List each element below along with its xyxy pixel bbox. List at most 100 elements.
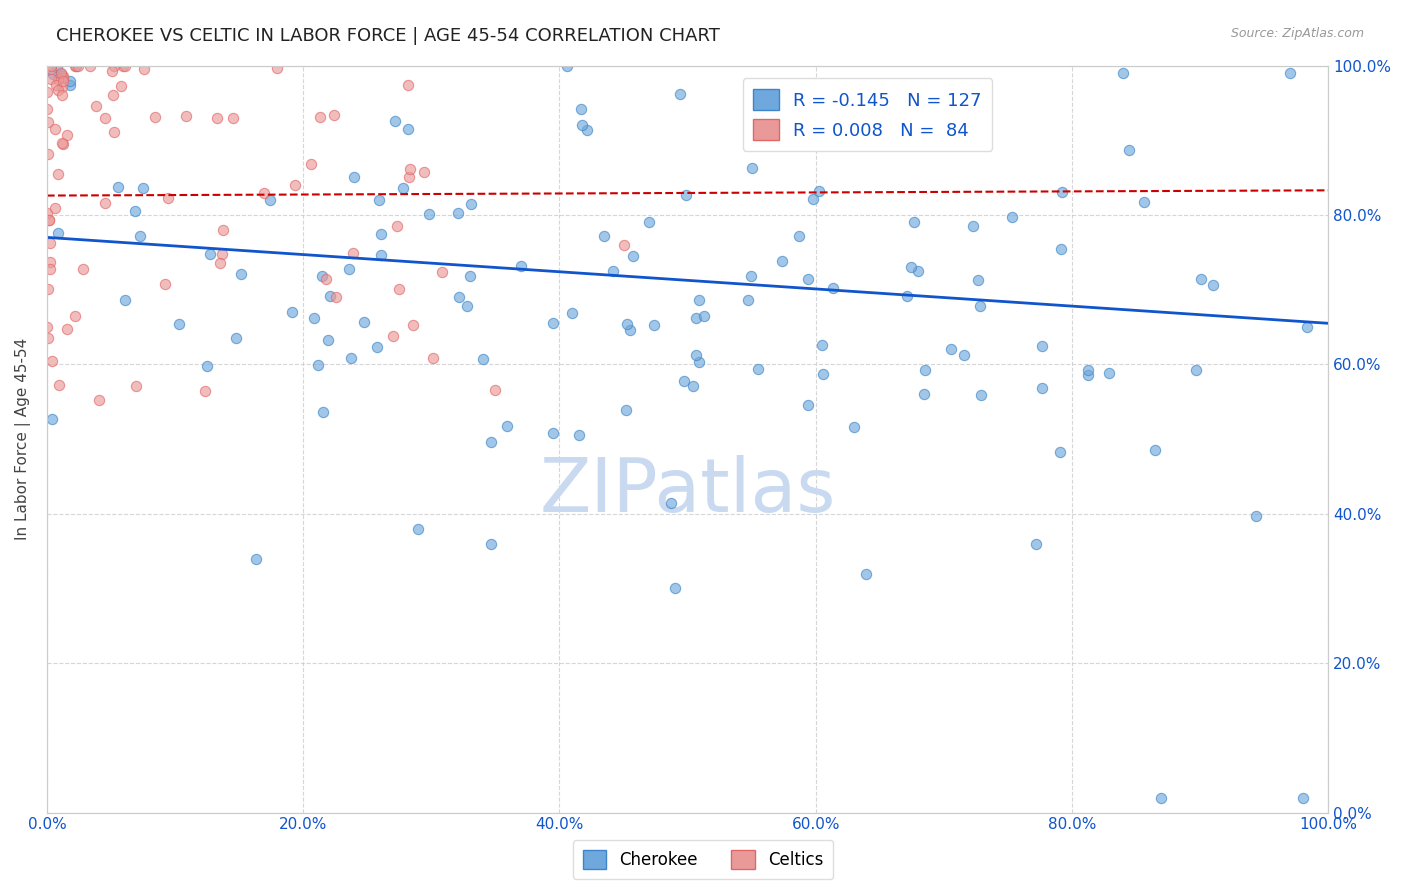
Point bbox=[664, 582, 686, 596]
Point bbox=[311, 405, 333, 419]
Point bbox=[953, 348, 976, 362]
Point bbox=[1296, 319, 1319, 334]
Point bbox=[222, 111, 245, 125]
Point bbox=[1077, 368, 1099, 383]
Point bbox=[207, 111, 229, 125]
Point bbox=[38, 213, 60, 227]
Point bbox=[193, 384, 215, 399]
Point bbox=[969, 299, 991, 313]
Point bbox=[323, 108, 346, 122]
Point bbox=[969, 388, 991, 402]
Point bbox=[281, 305, 304, 319]
Point bbox=[571, 119, 593, 133]
Point bbox=[51, 136, 73, 151]
Point bbox=[659, 496, 682, 510]
Point bbox=[907, 264, 929, 278]
Text: Source: ZipAtlas.com: Source: ZipAtlas.com bbox=[1230, 27, 1364, 40]
Legend: Cherokee, Celtics: Cherokee, Celtics bbox=[572, 840, 834, 880]
Point bbox=[38, 236, 60, 251]
Point bbox=[41, 354, 63, 368]
Point bbox=[112, 59, 135, 73]
Point bbox=[66, 59, 89, 73]
Point bbox=[555, 59, 578, 73]
Point bbox=[39, 255, 62, 269]
Point bbox=[900, 260, 922, 275]
Point bbox=[430, 265, 453, 279]
Point bbox=[456, 299, 478, 313]
Point bbox=[325, 290, 347, 304]
Text: ZIPatlas: ZIPatlas bbox=[540, 455, 835, 528]
Point bbox=[384, 113, 406, 128]
Point bbox=[391, 181, 413, 195]
Point bbox=[748, 115, 770, 129]
Point bbox=[568, 428, 591, 442]
Point bbox=[1291, 790, 1313, 805]
Point bbox=[45, 78, 67, 93]
Point bbox=[1049, 445, 1071, 459]
Point bbox=[688, 355, 710, 369]
Point bbox=[46, 83, 69, 97]
Point bbox=[747, 362, 769, 376]
Point bbox=[38, 213, 60, 227]
Point bbox=[541, 425, 564, 440]
Point bbox=[52, 70, 75, 85]
Point bbox=[367, 193, 389, 207]
Point bbox=[39, 59, 62, 73]
Point bbox=[129, 229, 152, 244]
Point bbox=[48, 167, 70, 181]
Point bbox=[472, 352, 495, 367]
Point bbox=[458, 269, 481, 284]
Point bbox=[1050, 185, 1073, 199]
Point bbox=[903, 215, 925, 229]
Point bbox=[48, 377, 70, 392]
Point bbox=[388, 282, 411, 296]
Point bbox=[51, 136, 73, 151]
Point bbox=[616, 317, 638, 331]
Point bbox=[962, 219, 984, 233]
Point bbox=[44, 202, 66, 216]
Point bbox=[1189, 271, 1212, 285]
Point bbox=[561, 306, 583, 320]
Point bbox=[810, 338, 832, 352]
Point bbox=[1133, 195, 1156, 210]
Point bbox=[231, 267, 253, 281]
Point bbox=[673, 374, 696, 388]
Point bbox=[484, 383, 506, 397]
Point bbox=[614, 403, 637, 417]
Point bbox=[37, 282, 59, 296]
Point bbox=[195, 359, 218, 373]
Point bbox=[52, 73, 75, 87]
Point bbox=[342, 246, 364, 260]
Point bbox=[134, 62, 156, 76]
Point bbox=[623, 249, 645, 263]
Point bbox=[408, 522, 430, 536]
Point bbox=[398, 169, 420, 184]
Point bbox=[685, 311, 707, 326]
Point bbox=[107, 180, 129, 194]
Point bbox=[51, 79, 73, 94]
Point bbox=[225, 331, 247, 345]
Point bbox=[1278, 66, 1301, 80]
Point bbox=[59, 78, 82, 93]
Point bbox=[741, 161, 763, 175]
Point bbox=[315, 272, 337, 286]
Point bbox=[1031, 381, 1053, 395]
Point bbox=[797, 272, 820, 286]
Point bbox=[370, 227, 392, 241]
Point bbox=[46, 71, 69, 86]
Point bbox=[613, 238, 636, 252]
Point bbox=[970, 91, 993, 105]
Point bbox=[37, 331, 59, 345]
Point bbox=[370, 248, 392, 262]
Point bbox=[56, 128, 79, 142]
Point bbox=[675, 187, 697, 202]
Point bbox=[307, 359, 329, 373]
Point bbox=[1031, 339, 1053, 353]
Point bbox=[318, 333, 340, 347]
Point bbox=[1112, 66, 1135, 80]
Point bbox=[110, 78, 132, 93]
Point bbox=[807, 185, 830, 199]
Point bbox=[682, 378, 704, 392]
Point bbox=[1150, 790, 1173, 805]
Point bbox=[259, 193, 281, 207]
